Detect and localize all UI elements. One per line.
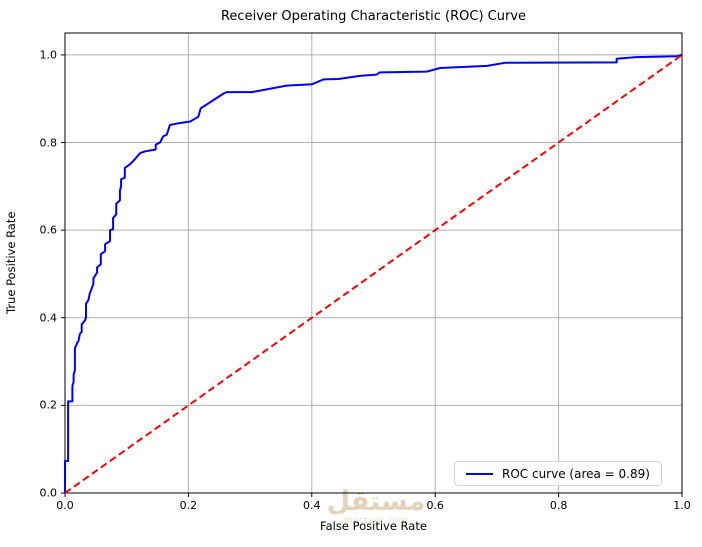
plot-border	[64, 32, 683, 494]
chance-diagonal-line	[64, 54, 683, 494]
roc-curve-line	[64, 53, 683, 493]
